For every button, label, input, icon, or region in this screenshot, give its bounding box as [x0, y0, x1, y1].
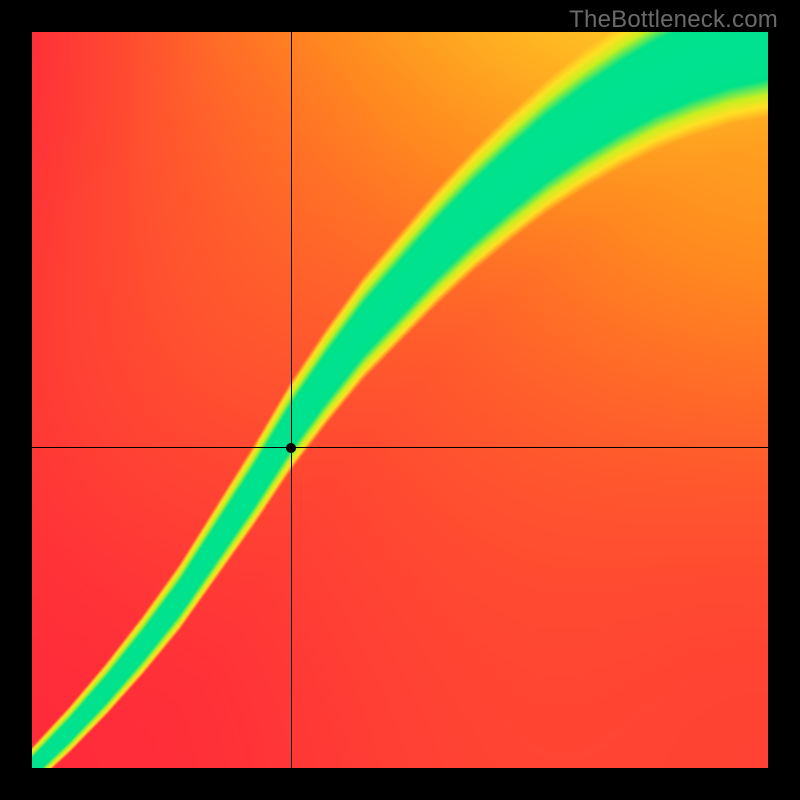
- watermark-text: TheBottleneck.com: [569, 6, 778, 34]
- chart-container: TheBottleneck.com: [0, 0, 800, 800]
- heatmap-plot: [32, 32, 768, 768]
